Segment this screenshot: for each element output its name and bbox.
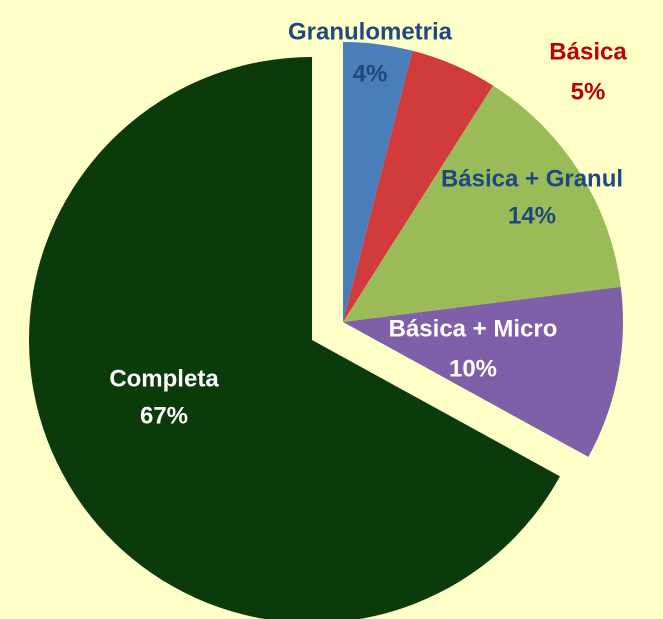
slice-value-label: 4% bbox=[353, 60, 388, 87]
slice-label: Completa bbox=[109, 365, 219, 392]
pie-slice bbox=[343, 50, 494, 322]
slice-value-label: 5% bbox=[571, 78, 606, 105]
slice-value-label: 14% bbox=[508, 202, 556, 229]
slice-label: Básica bbox=[549, 38, 627, 65]
slice-label: Básica + Granul bbox=[441, 165, 623, 192]
slice-value-label: 10% bbox=[449, 355, 497, 382]
pie-slice bbox=[343, 42, 413, 322]
pie-slice bbox=[343, 286, 623, 457]
pie-slice bbox=[343, 85, 621, 322]
slice-value-label: 67% bbox=[140, 402, 188, 429]
slice-label: Granulometria bbox=[288, 18, 453, 45]
pie-slice bbox=[29, 57, 560, 619]
slice-label: Básica + Micro bbox=[389, 315, 558, 342]
